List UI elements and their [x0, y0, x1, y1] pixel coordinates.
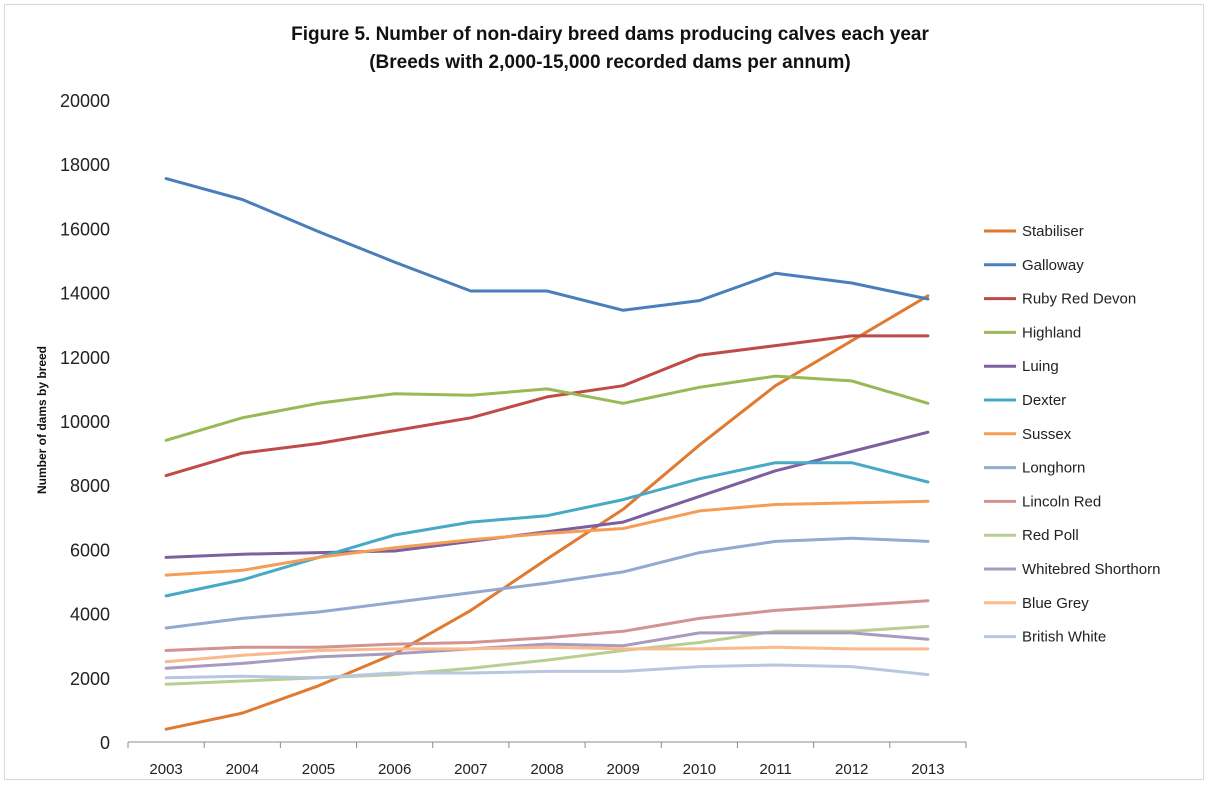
- series-line-whitebred-shorthorn: [164, 631, 930, 670]
- series-line-british-white: [164, 663, 930, 680]
- series-line-red-poll: [164, 624, 930, 686]
- legend-label-stabiliser: Stabiliser: [1022, 223, 1084, 240]
- y-tick-label: 4000: [70, 605, 110, 625]
- legend-label-british-white: British White: [1022, 629, 1106, 646]
- x-tick-label: 2013: [911, 761, 944, 778]
- y-tick-label: 18000: [60, 155, 110, 175]
- x-tick-label: 2009: [606, 761, 639, 778]
- legend-label-blue-grey: Blue Grey: [1022, 595, 1089, 612]
- series-line-sussex: [164, 499, 930, 577]
- legend-label-galloway: Galloway: [1022, 257, 1084, 274]
- y-tick-label: 8000: [70, 476, 110, 496]
- legend-label-luing: Luing: [1022, 358, 1059, 375]
- chart-subtitle: (Breeds with 2,000-15,000 recorded dams …: [369, 52, 851, 73]
- y-tick-label: 12000: [60, 348, 110, 368]
- x-tick-label: 2010: [683, 761, 716, 778]
- series-line-lincoln-red: [164, 599, 930, 652]
- legend-label-sussex: Sussex: [1022, 426, 1072, 443]
- series-line-highland: [164, 374, 930, 442]
- legend-label-whitebred-shorthorn: Whitebred Shorthorn: [1022, 561, 1160, 578]
- y-tick-label: 10000: [60, 412, 110, 432]
- series-line-ruby-red-devon: [164, 334, 930, 478]
- series-line-blue-grey: [164, 645, 930, 664]
- x-tick-label: 2003: [149, 761, 182, 778]
- y-tick-label: 20000: [60, 91, 110, 111]
- x-tick-label: 2012: [835, 761, 868, 778]
- series-line-longhorn: [164, 536, 930, 630]
- legend: Stabiliser Galloway Ruby Red Devon Highland…: [984, 223, 1160, 646]
- legend-label-longhorn: Longhorn: [1022, 460, 1085, 477]
- legend-label-dexter: Dexter: [1022, 392, 1066, 409]
- x-tick-label: 2011: [759, 761, 791, 778]
- legend-label-red-poll: Red Poll: [1022, 527, 1079, 544]
- series-line-dexter: [164, 461, 930, 598]
- x-tick-label: 2004: [226, 761, 259, 778]
- x-tick-label: 2008: [530, 761, 563, 778]
- y-axis-label: Number of dams by breed: [35, 346, 49, 494]
- chart-title: Figure 5. Number of non-dairy breed dams…: [291, 24, 929, 45]
- x-tick-label: 2006: [378, 761, 411, 778]
- series-line-luing: [164, 430, 930, 559]
- axes: 2003 2004 2005 2006 2007 2008 2009 2010 2011 2012…: [60, 91, 967, 778]
- y-tick-label: 16000: [60, 219, 110, 239]
- x-tick-label: 2007: [454, 761, 487, 778]
- x-tick-label: 2005: [302, 761, 335, 778]
- y-tick-label: 2000: [70, 669, 110, 689]
- y-tick-label: 14000: [60, 284, 110, 304]
- chart-frame: [4, 4, 1204, 780]
- y-tick-label: 6000: [70, 540, 110, 560]
- legend-label-lincoln-red: Lincoln Red: [1022, 493, 1101, 510]
- series-lines: [164, 177, 930, 731]
- legend-label-highland: Highland: [1022, 324, 1081, 341]
- series-line-stabiliser: [164, 294, 930, 731]
- y-tick-label: 0: [100, 733, 110, 753]
- series-line-galloway: [164, 177, 930, 312]
- legend-label-ruby-red-devon: Ruby Red Devon: [1022, 291, 1136, 308]
